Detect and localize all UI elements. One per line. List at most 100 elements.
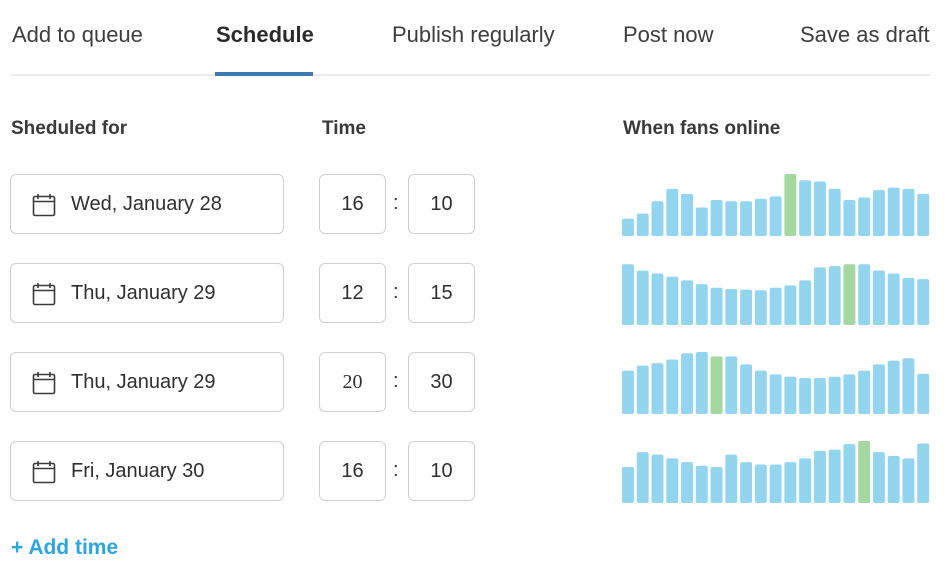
fans-bar	[622, 264, 634, 325]
date-picker[interactable]: Fri, January 30	[10, 441, 284, 501]
fans-bar	[799, 180, 812, 236]
fans-bar	[917, 373, 930, 414]
fans-bar	[769, 196, 782, 236]
calendar-icon	[32, 283, 56, 306]
fans-bar	[858, 197, 871, 236]
fans-bar	[622, 467, 634, 503]
fans-bar	[872, 452, 885, 503]
fans-bar	[695, 207, 708, 236]
tab-schedule[interactable]: Schedule	[216, 22, 314, 47]
minute-input[interactable]: 10	[408, 174, 475, 234]
fans-bar	[740, 364, 753, 414]
time-separator: :	[393, 281, 399, 303]
fans-bar	[681, 280, 694, 325]
calendar-icon	[32, 372, 56, 395]
minute-input[interactable]: 30	[408, 352, 475, 412]
fans-bar	[784, 462, 797, 503]
fans-bar	[710, 200, 723, 236]
fans-bar	[887, 455, 900, 503]
time-separator: :	[393, 459, 399, 481]
fans-bar	[651, 201, 664, 236]
fans-bar	[843, 444, 856, 503]
fans-bar	[636, 452, 649, 503]
fans-bar	[887, 360, 900, 414]
minute-input[interactable]: 15	[408, 263, 475, 323]
fans-bar	[666, 188, 679, 236]
hour-input[interactable]: 16	[319, 441, 386, 501]
fans-bar	[799, 458, 812, 503]
fans-bar	[666, 359, 679, 414]
post-mode-tabs: Add to queue Schedule Publish regularly …	[0, 0, 952, 76]
tab-post-now[interactable]: Post now	[623, 22, 714, 47]
fans-bar-highlight	[843, 264, 856, 325]
fans-bar	[917, 443, 930, 503]
fans-bar	[917, 279, 930, 325]
fans-bar	[872, 364, 885, 414]
tab-add-to-queue[interactable]: Add to queue	[12, 22, 143, 47]
fans-bar	[725, 289, 738, 325]
date-picker[interactable]: Wed, January 28	[10, 174, 284, 234]
date-value: Fri, January 30	[71, 460, 205, 482]
fans-bar-highlight	[710, 356, 723, 414]
fans-online-chart	[622, 174, 932, 236]
time-label: Time	[322, 118, 367, 139]
fans-bar	[681, 193, 694, 236]
hour-input[interactable]: 16	[319, 174, 386, 234]
fans-bar	[622, 218, 634, 236]
scheduled-for-label: Sheduled for	[11, 118, 128, 139]
fans-bar	[917, 193, 930, 236]
schedule-row: Fri, January 30 16 : 10	[0, 441, 952, 503]
fans-bar	[636, 365, 649, 414]
calendar-icon	[32, 194, 56, 217]
fans-bar	[872, 270, 885, 325]
schedule-row: Wed, January 28 16 : 10	[0, 174, 952, 236]
fans-bar	[740, 289, 753, 325]
date-picker[interactable]: Thu, January 29	[10, 263, 284, 323]
fans-online-chart	[622, 352, 932, 414]
fans-bar	[902, 458, 915, 503]
fans-bar	[843, 374, 856, 414]
fans-bar	[695, 352, 708, 414]
hour-input[interactable]: 20	[319, 352, 386, 412]
fans-bar	[769, 287, 782, 325]
fans-bar	[754, 198, 767, 236]
fans-bar	[651, 454, 664, 503]
tab-save-as-draft[interactable]: Save as draft	[800, 22, 930, 47]
fans-bar	[666, 458, 679, 503]
fans-bar	[813, 450, 826, 503]
fans-bar	[813, 267, 826, 325]
minute-input[interactable]: 10	[408, 441, 475, 501]
fans-bar	[754, 370, 767, 414]
fans-bar	[769, 464, 782, 503]
hour-input[interactable]: 12	[319, 263, 386, 323]
add-time-link[interactable]: + Add time	[11, 536, 119, 559]
schedule-row: Thu, January 29 12 : 15	[0, 263, 952, 325]
time-separator: :	[393, 370, 399, 392]
tab-publish-regularly[interactable]: Publish regularly	[392, 22, 555, 47]
fans-bar	[754, 290, 767, 325]
fans-bar	[799, 378, 812, 414]
fans-bar	[710, 287, 723, 325]
fans-bar	[887, 273, 900, 325]
fans-bar	[902, 358, 915, 414]
date-value: Thu, January 29	[71, 371, 216, 393]
date-picker[interactable]: Thu, January 29	[10, 352, 284, 412]
fans-bar	[828, 188, 841, 236]
fans-bar	[828, 449, 841, 503]
fans-online-chart	[622, 441, 932, 503]
fans-bar	[813, 181, 826, 236]
fans-bar	[828, 376, 841, 414]
fans-bar	[725, 201, 738, 236]
fans-bar	[636, 213, 649, 236]
fans-bar-highlight	[784, 174, 797, 236]
fans-bar	[828, 266, 841, 325]
fans-bar	[651, 363, 664, 414]
fans-bar	[681, 462, 694, 503]
time-separator: :	[393, 192, 399, 214]
fans-bar	[843, 200, 856, 236]
fans-bar	[695, 465, 708, 503]
fans-bar	[858, 264, 871, 325]
calendar-icon	[32, 461, 56, 484]
fans-bar	[769, 374, 782, 414]
date-value: Thu, January 29	[71, 282, 216, 304]
